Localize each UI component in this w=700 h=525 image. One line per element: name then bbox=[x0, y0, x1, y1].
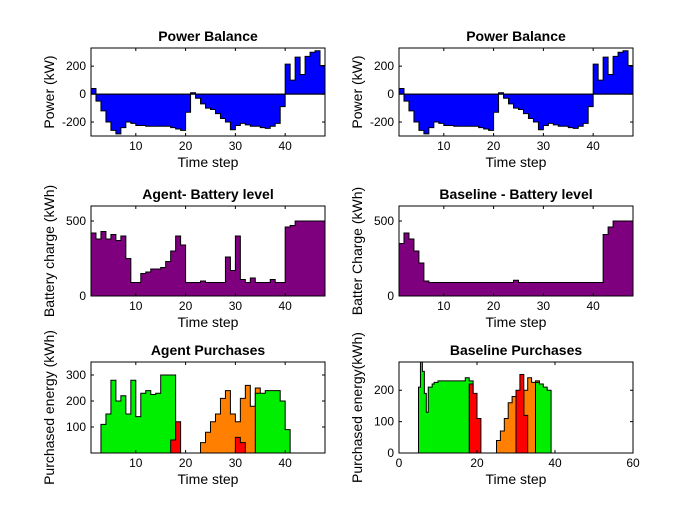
x-tick-label: 40 bbox=[278, 456, 292, 470]
x-tick-label: 30 bbox=[229, 456, 243, 470]
series-area-1 bbox=[90, 220, 326, 297]
x-tick-label: 30 bbox=[229, 299, 243, 313]
y-tick-label: -200 bbox=[62, 115, 86, 129]
x-axis-label: Time step bbox=[486, 314, 547, 330]
y-tick-label: 100 bbox=[66, 420, 86, 434]
x-tick-label: 40 bbox=[278, 139, 292, 153]
chart-panel-2: 10 20 30 40 -200 0 200 Power Balance Time step Po… bbox=[349, 28, 634, 170]
y-tick-label: 0 bbox=[387, 87, 394, 101]
y-tick-label: 0 bbox=[79, 289, 86, 303]
x-axis-label: Time step bbox=[178, 314, 239, 330]
x-tick-label: 40 bbox=[548, 456, 562, 470]
y-tick-label: 300 bbox=[66, 368, 86, 382]
x-axis-label: Time step bbox=[178, 471, 239, 487]
x-tick-label: 30 bbox=[229, 139, 243, 153]
chart-panel-6: 0 20 40 60 0 100 200 Baseline Purchases Time ste… bbox=[349, 332, 640, 487]
axes-frame bbox=[398, 361, 634, 454]
x-tick-label: 10 bbox=[129, 139, 143, 153]
y-tick-label: 200 bbox=[66, 394, 86, 408]
x-axis-label: Time step bbox=[486, 471, 547, 487]
chart-title: Power Balance bbox=[158, 28, 258, 44]
axes-frame bbox=[90, 205, 326, 297]
x-tick-label: 10 bbox=[437, 139, 451, 153]
y-axis-label: Purchased energy (kWh) bbox=[41, 330, 57, 485]
chart-panel-1: 10 20 30 40 -200 0 200 Power Balance Time step Po… bbox=[41, 28, 326, 170]
chart-title: Power Balance bbox=[466, 28, 566, 44]
y-axis-label: Power (kW) bbox=[41, 55, 57, 128]
y-tick-label: 500 bbox=[374, 214, 394, 228]
axes-frame bbox=[90, 361, 326, 454]
y-tick-label: 100 bbox=[374, 415, 394, 429]
y-tick-label: 0 bbox=[79, 87, 86, 101]
chart-panel-3: 10 20 30 40 0 500 Agent- Battery level Time ste… bbox=[41, 185, 326, 330]
x-tick-label: 60 bbox=[626, 456, 640, 470]
y-tick-label: 500 bbox=[66, 214, 86, 228]
series-area-1 bbox=[418, 361, 481, 454]
x-tick-label: 10 bbox=[437, 299, 451, 313]
y-tick-label: 200 bbox=[66, 59, 86, 73]
x-axis-label: Time step bbox=[486, 154, 547, 170]
y-tick-label: 200 bbox=[374, 59, 394, 73]
chart-title: Agent- Battery level bbox=[142, 186, 273, 202]
x-tick-label: 20 bbox=[470, 456, 484, 470]
x-tick-label: 0 bbox=[396, 456, 403, 470]
x-tick-label: 40 bbox=[586, 299, 600, 313]
x-tick-label: 20 bbox=[487, 139, 501, 153]
x-tick-label: 30 bbox=[537, 139, 551, 153]
series-area-1 bbox=[398, 220, 634, 297]
series-area-5 bbox=[254, 390, 296, 454]
x-tick-label: 40 bbox=[586, 139, 600, 153]
axes-frame bbox=[398, 47, 634, 137]
series-area-1 bbox=[398, 50, 634, 135]
axes-frame bbox=[90, 47, 326, 137]
x-tick-label: 10 bbox=[129, 456, 143, 470]
series-area-1 bbox=[100, 374, 181, 454]
x-tick-label: 20 bbox=[179, 299, 193, 313]
x-tick-label: 10 bbox=[129, 299, 143, 313]
y-axis-label: Battery charge (kWh) bbox=[41, 185, 57, 317]
x-tick-label: 40 bbox=[278, 299, 292, 313]
x-tick-label: 20 bbox=[179, 139, 193, 153]
y-axis-label: Purchased energy(kWh) bbox=[349, 332, 365, 483]
y-tick-label: 0 bbox=[387, 289, 394, 303]
chart-title: Baseline Purchases bbox=[450, 342, 583, 358]
y-tick-label: 200 bbox=[374, 383, 394, 397]
chart-title: Baseline - Battery level bbox=[439, 186, 592, 202]
x-tick-label: 30 bbox=[537, 299, 551, 313]
x-tick-label: 20 bbox=[179, 456, 193, 470]
series-area-1 bbox=[90, 50, 326, 135]
chart-panel-4: 10 20 30 40 0 500 Baseline - Battery level Time… bbox=[349, 186, 634, 330]
axes-frame bbox=[398, 205, 634, 297]
y-axis-label: Batter Charge (kWh) bbox=[349, 187, 365, 315]
y-tick-label: -200 bbox=[370, 115, 394, 129]
x-axis-label: Time step bbox=[178, 154, 239, 170]
x-tick-label: 20 bbox=[487, 299, 501, 313]
chart-title: Agent Purchases bbox=[151, 342, 266, 358]
y-tick-label: 0 bbox=[387, 446, 394, 460]
y-axis-label: Power (kW) bbox=[349, 55, 365, 128]
chart-panel-5: 10 20 30 40 100 200 300 Agent Purchases Time ste… bbox=[41, 330, 326, 487]
